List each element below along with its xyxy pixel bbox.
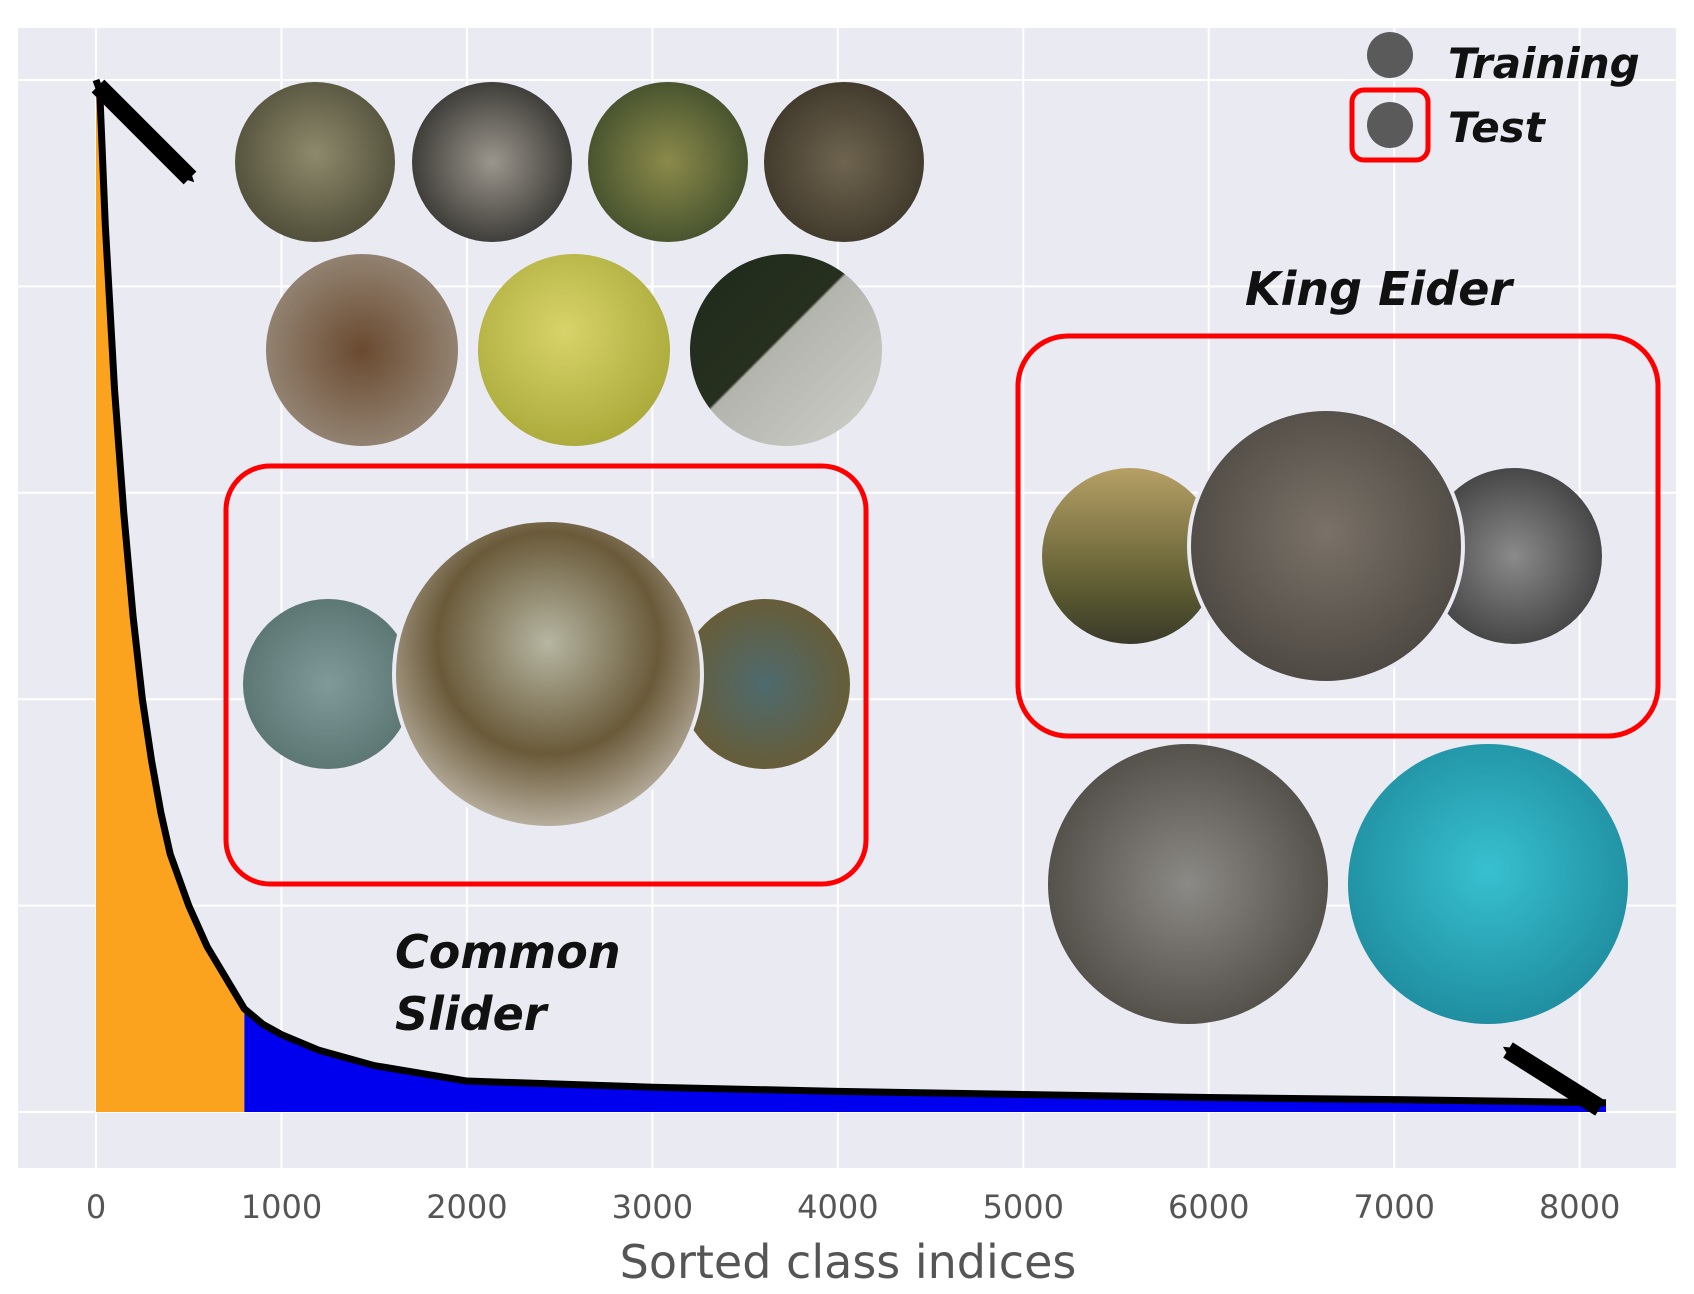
legend-label-training: Training — [1448, 39, 1640, 88]
common-slider-test-group — [223, 463, 869, 887]
legend-label-test: Test — [1448, 103, 1547, 152]
x-axis-ticks: 0 1000 2000 3000 4000 5000 6000 7000 8000 — [86, 1188, 1621, 1226]
legend-marker-training — [1367, 32, 1413, 78]
x-axis-title: Sorted class indices — [620, 1235, 1077, 1289]
arrow-to-tail-images — [1502, 1042, 1605, 1116]
area-head — [96, 80, 245, 1112]
turtle-photo-3 — [588, 82, 748, 242]
eider-test-photo-1 — [1042, 468, 1218, 644]
area-layer — [92, 78, 1607, 1112]
arrow-to-head-images — [91, 79, 197, 185]
eider-photo-1 — [1048, 744, 1328, 1024]
eider-test-photo-2 — [1187, 407, 1465, 685]
legend: Training Test — [1349, 32, 1640, 163]
common-slider-test-box — [223, 463, 869, 887]
legend-test-box — [1349, 87, 1431, 163]
common-slider-training-images — [235, 82, 924, 446]
king-eider-training-images — [1048, 744, 1628, 1024]
x-tick-label-3: 3000 — [612, 1188, 693, 1226]
turtle-photo-7 — [690, 254, 882, 446]
turtle-test-photo-2 — [392, 518, 704, 830]
eider-photo-2 — [1348, 744, 1628, 1024]
distribution-curve — [92, 78, 1607, 1107]
x-tick-label-4: 4000 — [797, 1188, 878, 1226]
turtle-photo-6 — [478, 254, 670, 446]
annotation-king-eider: King Eider — [1245, 262, 1515, 316]
turtle-photo-5 — [266, 254, 458, 446]
legend-marker-test — [1367, 102, 1413, 148]
king-eider-test-group — [1015, 333, 1661, 739]
turtle-test-photo-3 — [680, 599, 850, 769]
x-tick-label-0: 0 — [86, 1188, 106, 1226]
turtle-test-photo-1 — [243, 599, 413, 769]
x-tick-label-7: 7000 — [1353, 1188, 1434, 1226]
annotation-common-slider-line1: Common — [395, 925, 621, 979]
turtle-photo-2 — [412, 82, 572, 242]
x-tick-label-8: 8000 — [1539, 1188, 1620, 1226]
x-tick-label-1: 1000 — [241, 1188, 322, 1226]
x-tick-label-5: 5000 — [983, 1188, 1064, 1226]
king-eider-test-box — [1015, 333, 1661, 739]
turtle-photo-4 — [764, 82, 924, 242]
turtle-photo-1 — [235, 82, 395, 242]
eider-test-photo-3 — [1426, 468, 1602, 644]
x-tick-label-6: 6000 — [1168, 1188, 1249, 1226]
x-tick-label-2: 2000 — [426, 1188, 507, 1226]
annotation-common-slider-line2: Slider — [395, 987, 550, 1041]
